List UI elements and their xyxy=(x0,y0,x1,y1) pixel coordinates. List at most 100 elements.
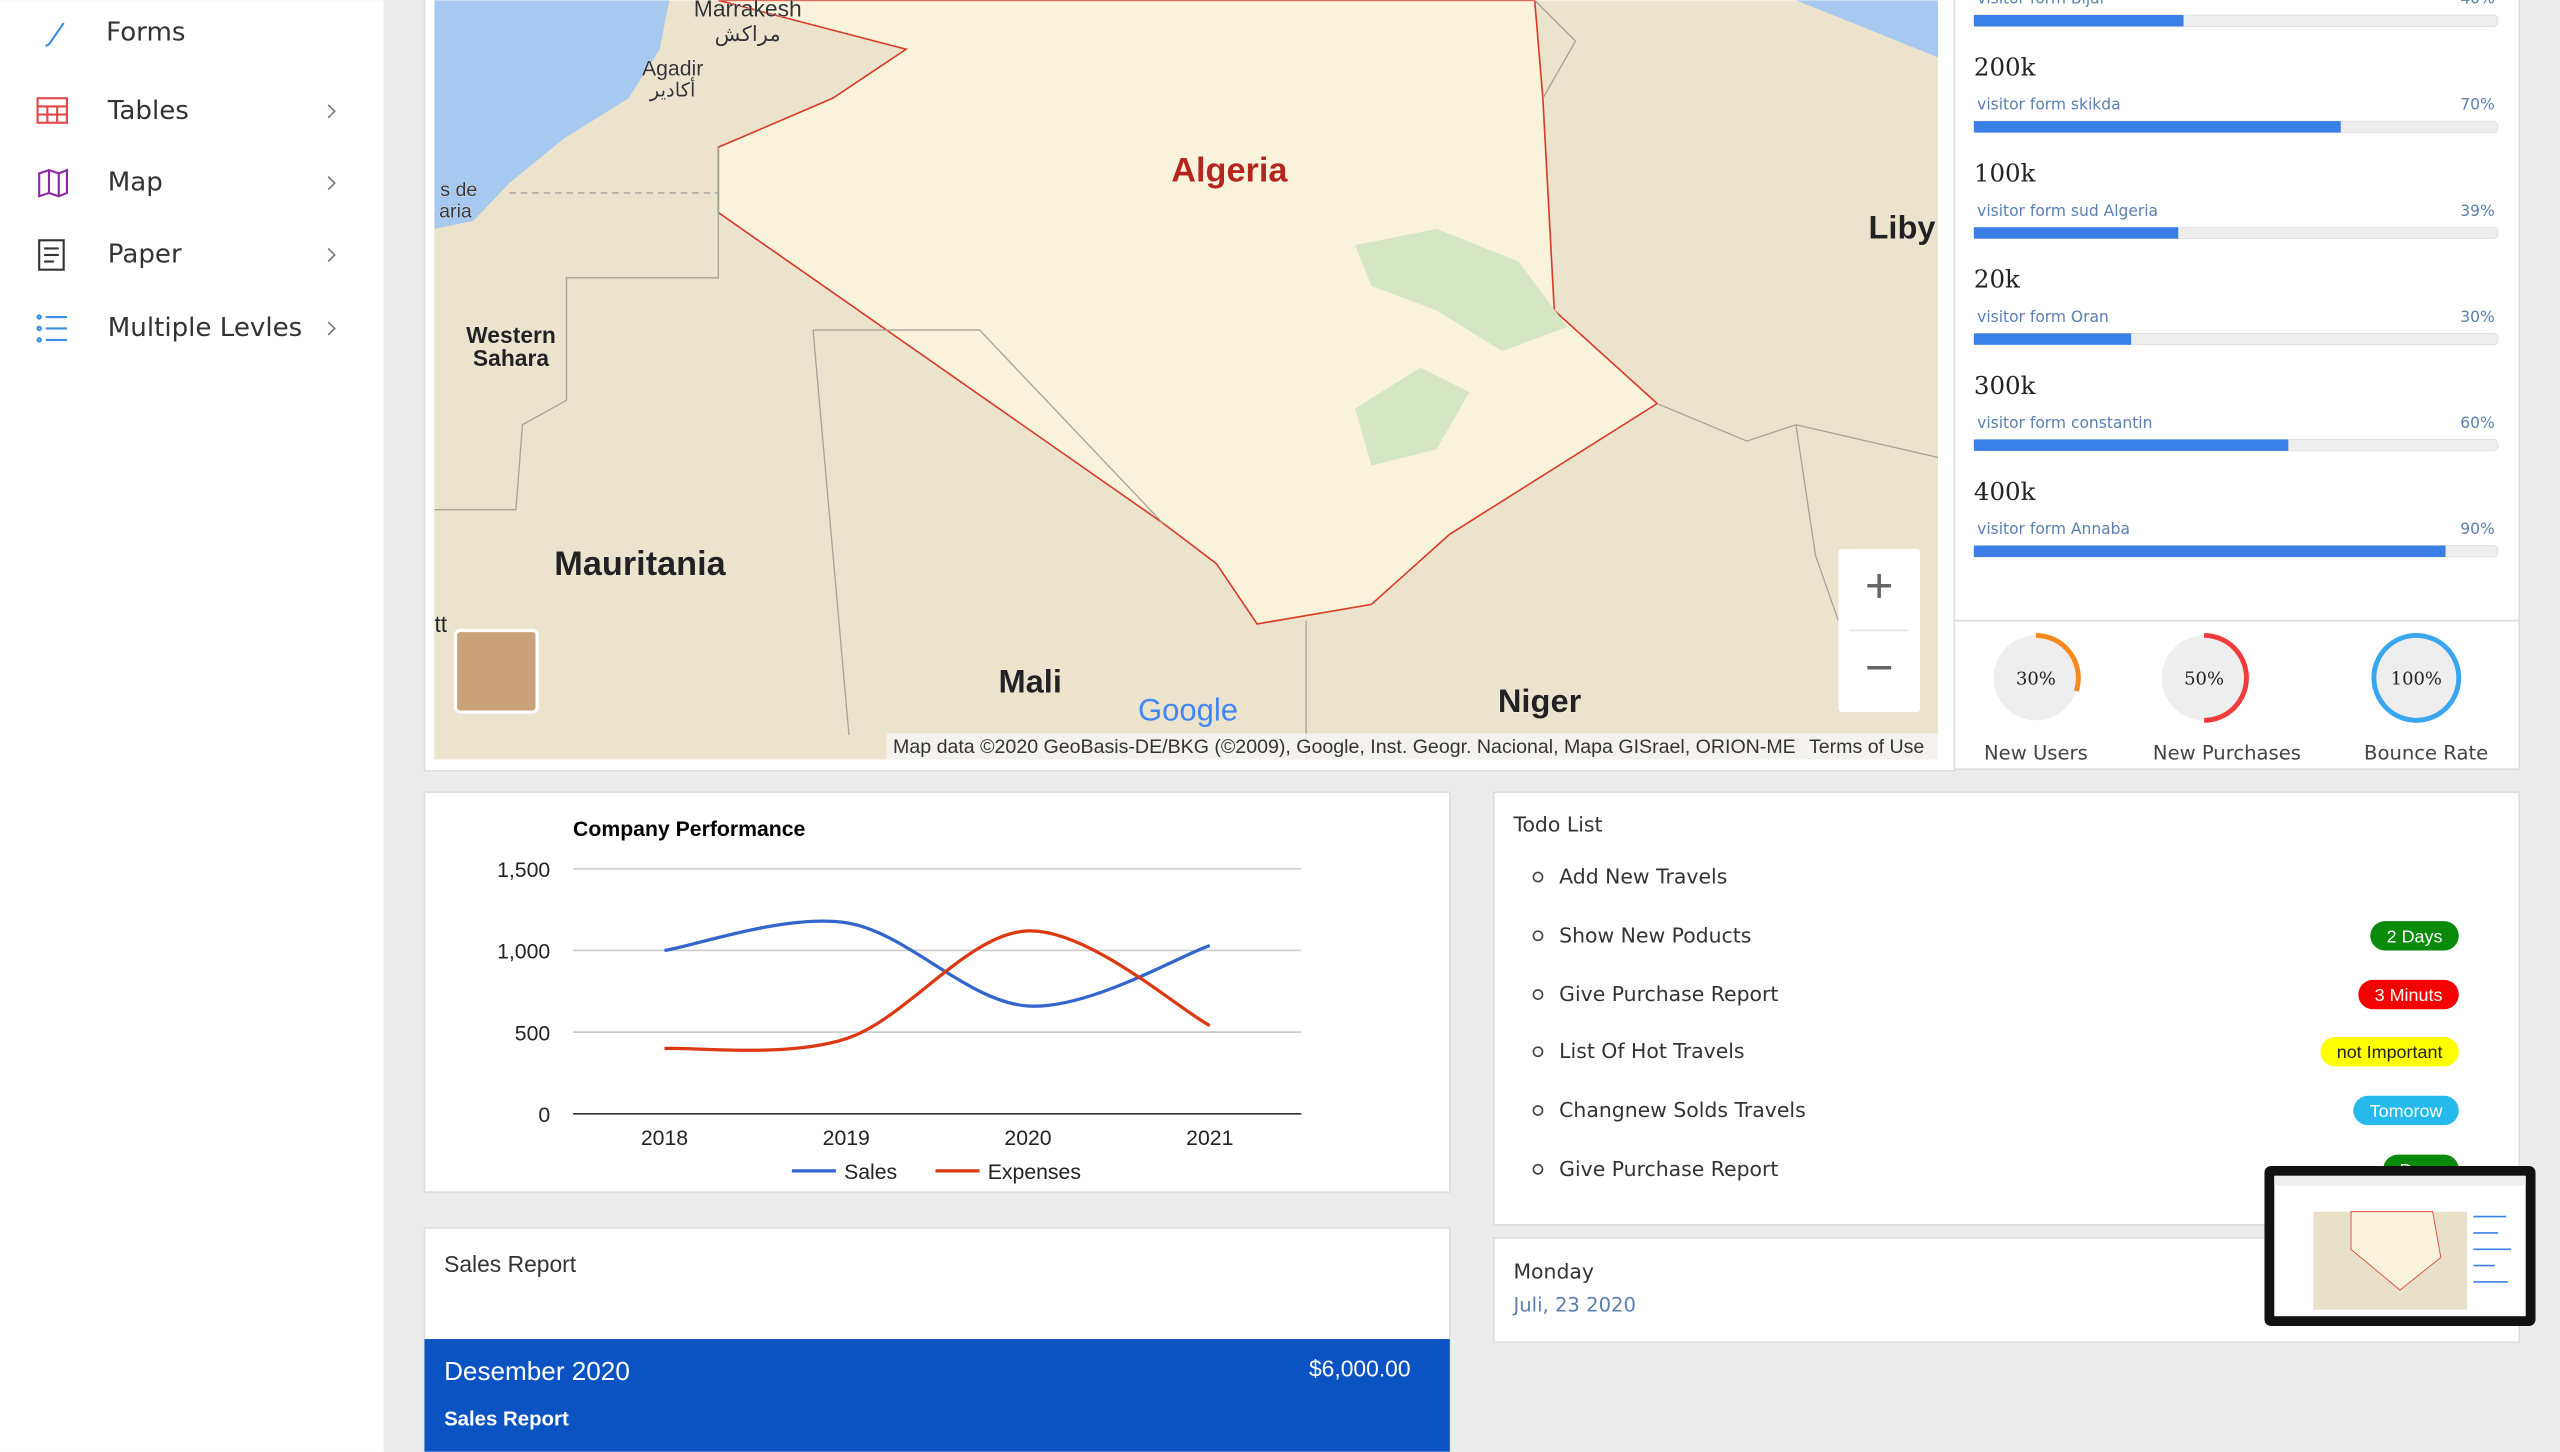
todo-badge: 2 Days xyxy=(2370,921,2459,951)
visitor-percent: 40% xyxy=(2460,0,2494,8)
paper-icon xyxy=(38,239,65,271)
visitor-total: 300k xyxy=(1974,371,2036,400)
visitor-percent: 90% xyxy=(2460,520,2494,538)
menu-item[interactable]: Tables xyxy=(107,96,189,126)
badge-bg xyxy=(2370,921,2459,951)
y-tick-label: 1,500 xyxy=(497,859,550,882)
visitor-label: visitor form sud Algeria xyxy=(1977,202,2158,220)
todo-text[interactable]: Give Purchase Report xyxy=(1559,982,1778,1006)
place-label: Marrakesh xyxy=(694,0,802,22)
menu-item[interactable]: Map xyxy=(108,168,163,198)
chevron xyxy=(327,176,336,191)
map-water xyxy=(434,0,670,229)
visitor-percent: 39% xyxy=(2460,202,2494,220)
screen-thumbnail[interactable] xyxy=(2264,1166,2536,1326)
todo-badge: Tomorow xyxy=(2353,1095,2459,1126)
menu-item[interactable]: Forms xyxy=(106,17,185,47)
visitors-card xyxy=(1953,0,2520,622)
stat-caption: Bounce Rate xyxy=(2364,741,2488,764)
terms-link[interactable]: Terms of Use xyxy=(1809,736,1924,758)
stat-caption: New Users xyxy=(1984,741,2088,764)
progress-bar xyxy=(1973,439,2289,451)
stat-arc xyxy=(2035,632,2081,692)
legend-label: Sales xyxy=(844,1161,897,1184)
thumbnail-toolbar xyxy=(2274,1175,2526,1186)
place-label: tt xyxy=(434,611,447,637)
progress-bar xyxy=(1973,545,2446,558)
visitor-label: visitor form skikda xyxy=(1977,96,2120,114)
todo-badge: 3 Minuts xyxy=(2358,979,2459,1010)
sales-title: Sales Report xyxy=(444,1251,577,1277)
todo-bullet xyxy=(1532,871,1544,883)
visitor-label: visitor form Oran xyxy=(1977,308,2109,326)
visitor-label: visitor form constantin xyxy=(1977,414,2152,432)
todo-text[interactable]: Changnew Solds Travels xyxy=(1559,1098,1806,1122)
chevron xyxy=(327,321,336,336)
place-label: Agadir xyxy=(642,57,703,80)
todo-bullet xyxy=(1532,930,1544,942)
place-label: aria xyxy=(439,200,472,222)
thumbnail-region xyxy=(2350,1211,2442,1291)
place-label: Western xyxy=(466,322,556,348)
zoom-out[interactable]: − xyxy=(1865,641,1894,695)
sidebar-menu: Forms Tables Map Paper Multiple Levles xyxy=(106,17,336,343)
progress-bar xyxy=(1973,333,2132,345)
todo-title: Todo List xyxy=(1512,812,1602,836)
todo-bullet xyxy=(1532,1163,1544,1175)
place-label: Mauritania xyxy=(554,545,726,583)
chevron xyxy=(327,104,336,119)
y-tick-label: 500 xyxy=(515,1022,550,1045)
chart-card xyxy=(423,791,1451,1193)
satellite-toggle[interactable] xyxy=(453,628,539,714)
menu-item[interactable]: Multiple Levles xyxy=(108,313,303,343)
attribution-bar xyxy=(886,733,1938,760)
stat-bg xyxy=(2373,635,2459,721)
sales-amount: $6,000.00 xyxy=(1309,1356,1411,1382)
visitor-total: 200k xyxy=(1974,52,2036,81)
todo-bullet xyxy=(1532,1046,1544,1058)
stat-arc xyxy=(2371,632,2462,723)
stat-value: 30% xyxy=(2016,668,2056,689)
zoom-in[interactable]: + xyxy=(1865,560,1894,614)
line-series xyxy=(664,919,1211,1008)
visitor-total: 20k xyxy=(1974,265,2020,294)
badge-bg xyxy=(2358,979,2459,1010)
progress-bar xyxy=(1973,14,2184,27)
visitor-percent: 60% xyxy=(2460,414,2494,432)
y-tick-label: 0 xyxy=(538,1104,550,1127)
todo-bullet xyxy=(1532,989,1544,1000)
visitor-label: visitor form Annaba xyxy=(1977,520,2130,538)
badge-bg xyxy=(2320,1037,2459,1067)
place-label: مراكش xyxy=(715,23,781,47)
place-label: s de xyxy=(440,179,477,201)
thumbnail-bars xyxy=(2473,1215,2512,1283)
todo-text[interactable]: List Of Hot Travels xyxy=(1559,1039,1744,1063)
x-tick-label: 2018 xyxy=(641,1127,688,1150)
x-tick-label: 2019 xyxy=(823,1127,870,1150)
badge-text: Tomorow xyxy=(2370,1101,2443,1121)
stat-value: 100% xyxy=(2391,668,2442,689)
chevron xyxy=(327,247,336,263)
visitor-label: visitor form Bijai xyxy=(1977,0,2104,8)
stat-value: 50% xyxy=(2184,668,2224,689)
sidebar xyxy=(0,0,384,1452)
todo-text[interactable]: Give Purchase Report xyxy=(1559,1157,1778,1181)
place-label: أكادير xyxy=(649,76,696,102)
todo-text[interactable]: Show New Poducts xyxy=(1559,923,1751,947)
todo-text[interactable]: Add New Travels xyxy=(1559,865,1727,889)
map-vegetation xyxy=(1355,228,1568,466)
todo-badge: not Important xyxy=(2320,1037,2459,1067)
date-day: Monday xyxy=(1513,1260,1594,1284)
map-water xyxy=(1795,0,1938,58)
chart-title: Company Performance xyxy=(573,818,805,841)
badge-text: 2 Days xyxy=(2387,926,2443,946)
badge-text: 3 Minuts xyxy=(2375,985,2443,1005)
forms-icon xyxy=(45,22,65,47)
place-label: Mali xyxy=(998,663,1061,700)
stat-bg xyxy=(1993,635,2079,721)
menu-item[interactable]: Paper xyxy=(108,239,182,269)
